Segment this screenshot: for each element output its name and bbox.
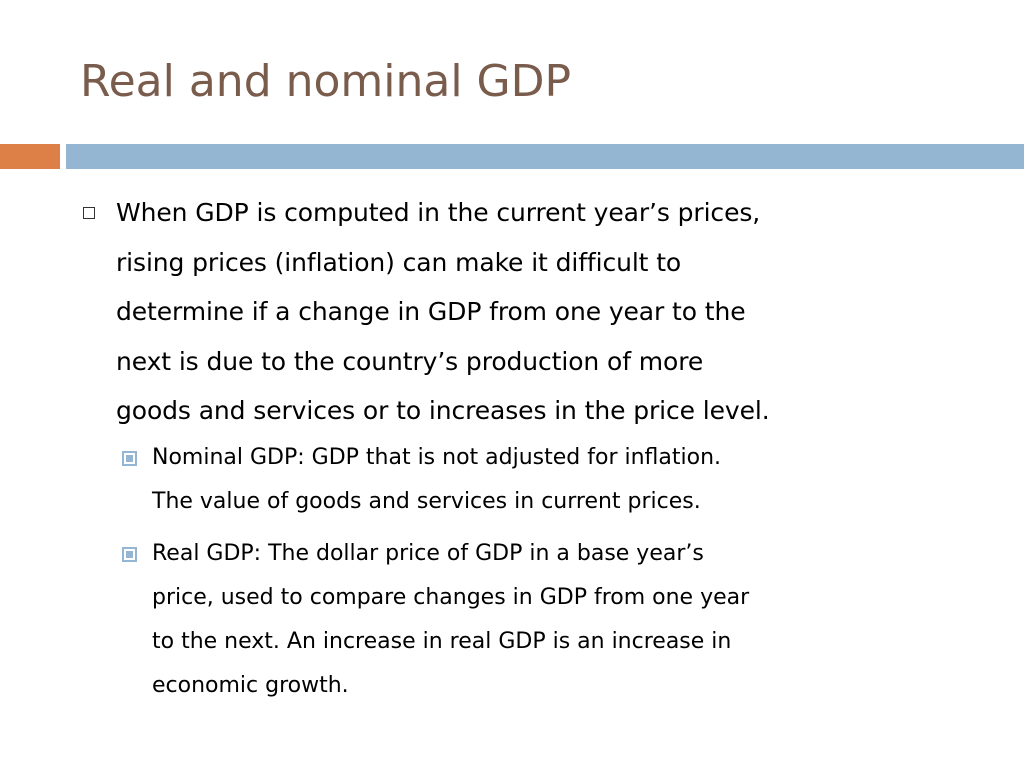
- bullet-line: determine if a change in GDP from one ye…: [116, 297, 746, 326]
- slide-body: When GDP is computed in the current year…: [80, 188, 980, 708]
- bullet-line: The value of goods and services in curre…: [152, 488, 701, 514]
- bullet-line: Real GDP: The dollar price of GDP in a b…: [152, 540, 704, 566]
- bullet-line: When GDP is computed in the current year…: [116, 198, 761, 227]
- slide-title: Real and nominal GDP: [80, 56, 572, 107]
- bullet-level-1: When GDP is computed in the current year…: [80, 188, 980, 436]
- bullet-line: Nominal GDP: GDP that is not adjusted fo…: [152, 444, 722, 470]
- bullet-line: price, used to compare changes in GDP fr…: [152, 584, 750, 610]
- bullet-line: goods and services or to increases in th…: [116, 396, 770, 425]
- bullet-line: to the next. An increase in real GDP is …: [152, 628, 732, 654]
- filled-square-icon: [122, 546, 137, 562]
- bullet-line: rising prices (inflation) can make it di…: [116, 247, 682, 277]
- filled-square-icon: [122, 450, 137, 466]
- bullet-line: next is due to the country’s production …: [116, 346, 704, 376]
- bullet-line: economic growth.: [152, 672, 349, 698]
- sub-bullet-nominal-gdp: Nominal GDP: GDP that is not adjusted fo…: [80, 436, 980, 524]
- accent-bar-blue: [66, 144, 1024, 169]
- accent-bar-orange: [0, 144, 60, 169]
- hollow-square-icon: [83, 207, 95, 219]
- sub-bullet-real-gdp: Real GDP: The dollar price of GDP in a b…: [80, 532, 980, 708]
